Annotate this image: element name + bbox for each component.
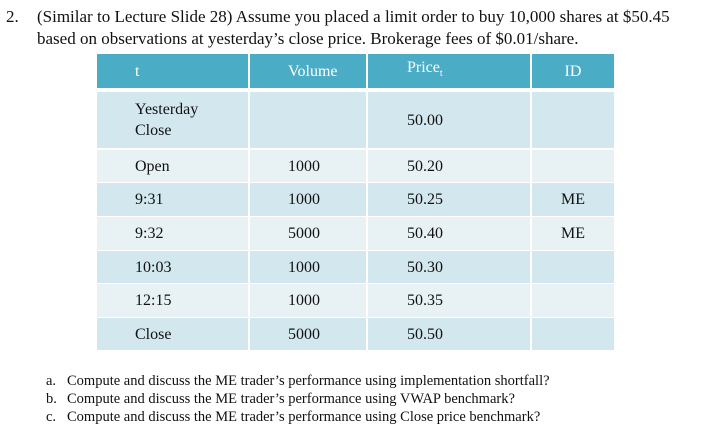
table-cell	[532, 92, 614, 148]
header-cell: Pricet	[368, 54, 530, 88]
table-cell	[250, 92, 366, 148]
cell-text: 1000	[288, 157, 320, 175]
cell-text: Yesterday Close	[135, 101, 199, 139]
cell-text: 9:31	[135, 191, 164, 208]
cell-text: ME	[561, 191, 585, 208]
task-text: Compute and discuss the ME trader’s perf…	[67, 391, 515, 407]
subscript: t	[439, 68, 443, 80]
question-number: 2.	[6, 7, 19, 26]
table-cell: ME	[532, 183, 614, 216]
table-cell: 10:03	[97, 251, 248, 283]
header-cell: t	[97, 54, 248, 88]
cell-text: 50.25	[407, 191, 443, 208]
cell-text: Volume	[288, 62, 338, 80]
table-cell: Yesterday Close	[97, 92, 248, 148]
table-cell: 9:32	[97, 217, 248, 250]
table-cell	[532, 150, 614, 182]
header-cell: ID	[532, 54, 614, 88]
cell-text: 50.30	[407, 258, 443, 276]
cell-text: 50.40	[407, 225, 443, 242]
table-cell	[532, 251, 614, 283]
cell-text: 50.50	[407, 325, 443, 343]
table-cell: 50.20	[368, 150, 530, 182]
table-cell: 5000	[250, 318, 366, 350]
table-cell: 50.50	[368, 318, 530, 350]
table-cell: Open	[97, 150, 248, 182]
cell-text: 50.00	[407, 111, 443, 129]
table-cell	[532, 284, 614, 317]
cell-text: 1000	[288, 191, 320, 208]
table-cell: 1000	[250, 150, 366, 182]
header-cell: Volume	[250, 54, 366, 88]
task-marker: b.	[46, 391, 57, 407]
table-cell: 50.25	[368, 183, 530, 216]
cell-text: 1000	[288, 258, 320, 276]
question-line: based on observations at yesterday’s clo…	[37, 29, 579, 48]
cell-text: ME	[561, 225, 585, 242]
cell-text: Open	[135, 157, 170, 175]
cell-text: Price	[407, 59, 440, 77]
cell-text: 5000	[288, 225, 320, 242]
table-cell: Close	[97, 318, 248, 350]
cell-text: 1000	[288, 292, 320, 309]
table-cell	[532, 318, 614, 350]
cell-text: 50.20	[407, 157, 443, 175]
table-cell: 5000	[250, 217, 366, 250]
task-marker: a.	[46, 373, 57, 389]
question-line: (Similar to Lecture Slide 28) Assume you…	[37, 7, 670, 26]
task-text: Compute and discuss the ME trader’s perf…	[67, 409, 541, 425]
cell-text: ID	[564, 62, 582, 80]
table-cell: 50.30	[368, 251, 530, 283]
table-cell: ME	[532, 217, 614, 250]
cell-text: 10:03	[135, 258, 172, 276]
table-cell: 1000	[250, 284, 366, 317]
table-cell: 1000	[250, 183, 366, 216]
table-cell: 50.00	[368, 92, 530, 148]
cell-text: 9:32	[135, 225, 164, 242]
cell-text: 50.35	[407, 292, 443, 309]
table-cell: 50.35	[368, 284, 530, 317]
table-cell: 12:15	[97, 284, 248, 317]
cell-text: Pricet	[407, 57, 443, 84]
table-cell: 50.40	[368, 217, 530, 250]
task-marker: c.	[46, 409, 57, 425]
task-text: Compute and discuss the ME trader’s perf…	[67, 373, 550, 389]
cell-text: t	[135, 62, 140, 80]
cell-text: Close	[135, 325, 172, 343]
table-cell: 1000	[250, 251, 366, 283]
cell-text: 12:15	[135, 292, 172, 309]
cell-text: 5000	[288, 325, 320, 343]
table-cell: 9:31	[97, 183, 248, 216]
